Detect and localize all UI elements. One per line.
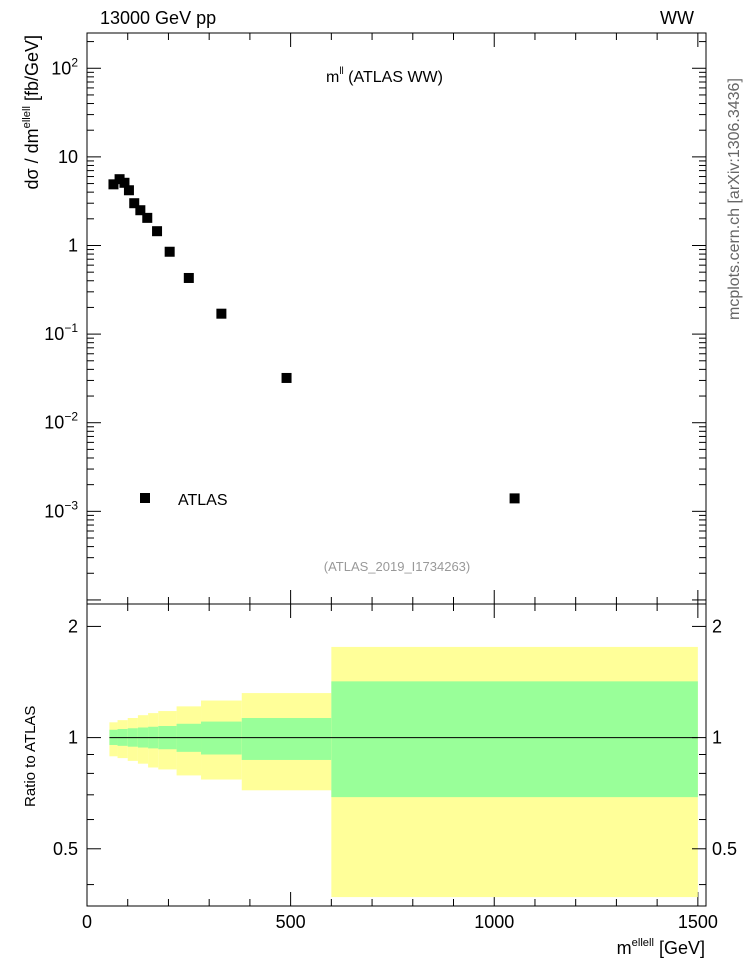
plot-title: mll (ATLAS WW) (326, 66, 443, 86)
data-point (108, 179, 119, 190)
plot-title-base: m (326, 69, 339, 86)
legend-label: ATLAS (178, 492, 228, 509)
ratio-y-tick-label-right: 1 (712, 728, 722, 748)
data-point (164, 246, 175, 257)
data-point (129, 198, 140, 209)
x-axis-label-rest: [GeV] (654, 938, 705, 958)
analysis-watermark: (ATLAS_2019_I1734263) (324, 559, 470, 574)
y-tick-label: 10−3 (44, 498, 78, 521)
y-tick-label-base: 10 (44, 413, 64, 433)
legend-marker (140, 493, 150, 503)
ratio-y-axis-label: Ratio to ATLAS (22, 706, 39, 807)
y-tick-label: 10−2 (44, 410, 78, 433)
data-point (152, 226, 163, 237)
main-frame (86, 32, 707, 605)
data-point (216, 308, 227, 319)
y-axis-label-sup: ellell (21, 106, 33, 128)
y-axis-label-rest: [fb/GeV] (22, 35, 42, 106)
y-tick-label: 10 (58, 147, 78, 167)
energy-label: 13000 GeV pp (100, 8, 217, 28)
y-tick-label: 10−1 (44, 321, 78, 344)
ratio-panel: 0 500 1000 1500 0.5 0.5 1 1 2 2 Ratio to ATLAS mell… (22, 603, 737, 958)
plot-title-rest: (ATLAS WW) (344, 69, 443, 86)
y-tick-label-base: 10 (44, 501, 64, 521)
inner-band-bin (241, 717, 332, 760)
process-label: WW (660, 8, 694, 28)
y-tick-label-exp: −1 (64, 321, 78, 335)
ratio-y-tick-label-right: 0.5 (712, 839, 737, 859)
y-tick-label-base: 1 (68, 235, 78, 255)
ratio-y-tick-label: 0.5 (53, 839, 78, 859)
y-tick-label-base: 10 (58, 147, 78, 167)
y-tick-label: 1 (68, 235, 78, 255)
x-tick-label: 1500 (678, 912, 718, 932)
ratio-y-tick-label: 1 (68, 728, 78, 748)
y-tick-label: 102 (51, 55, 78, 78)
x-axis-label-sup: ellell (632, 937, 654, 949)
x-tick-label: 0 (82, 912, 92, 932)
plot-title-sup: ll (339, 66, 343, 77)
ratio-y-tick-label-right: 2 (712, 616, 722, 636)
ratio-y-tick-label: 2 (68, 616, 78, 636)
y-tick-label-base: 10 (44, 324, 64, 344)
x-axis-label-base: m (617, 938, 632, 958)
data-point (123, 185, 134, 196)
y-tick-label-exp: −2 (64, 410, 78, 424)
x-tick-label: 500 (276, 912, 306, 932)
x-axis-label: mellell [GeV] (617, 937, 705, 958)
y-axis-label: dσ / dmellell [fb/GeV] (21, 35, 42, 190)
y-tick-label-base: 10 (51, 58, 71, 78)
data-point (183, 272, 194, 283)
data-point (281, 372, 292, 383)
data-point (509, 493, 520, 504)
y-tick-label-exp: −3 (64, 498, 78, 512)
data-point (142, 212, 153, 223)
y-axis-label-base: dσ / dm (22, 128, 42, 189)
x-tick-label: 1000 (474, 912, 514, 932)
y-tick-label-exp: 2 (71, 55, 78, 69)
inner-band-bin (331, 681, 698, 798)
data-point (119, 177, 130, 188)
data-point (135, 205, 146, 216)
